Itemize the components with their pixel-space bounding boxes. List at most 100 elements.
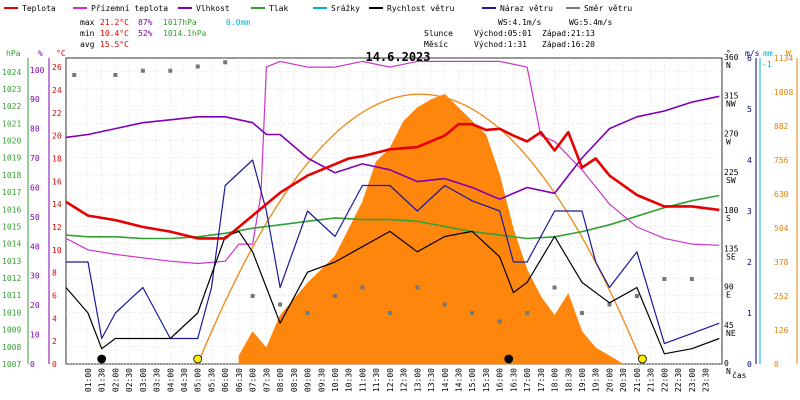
axis-time-tick-41: 21:00 — [633, 368, 642, 392]
wind-dir-point-8 — [278, 302, 283, 307]
axis-pct-tick-4: 70 — [30, 154, 40, 163]
axis-wind-tick-4: 3 — [747, 207, 752, 216]
axis-time-tick-11: 06:00 — [221, 368, 230, 392]
info-sunset: Západ:21:13 — [542, 29, 595, 38]
axis-dir-tick-9: 0 — [724, 359, 729, 368]
axis-time-tick-44: 22:30 — [674, 368, 683, 392]
axis-hpa-tick-4: 1021 — [2, 119, 21, 128]
axis-time-tick-38: 19:30 — [592, 368, 601, 392]
axis-time-tick-32: 16:30 — [509, 368, 518, 392]
info-sunrise: Východ:05:01 — [474, 29, 532, 38]
wind-dir-point-6 — [223, 60, 228, 65]
axis-dir-compass-9: N — [726, 367, 731, 376]
axis-rain-tick-1: -1 — [762, 60, 772, 69]
stat-rain: 0.0mm — [226, 18, 250, 27]
axis-hpa-tick-16: 1009 — [2, 326, 21, 335]
wind-dir-point-15 — [470, 311, 475, 315]
axis-wind-unit: m/s — [745, 49, 760, 58]
axis-pct-tick-11: 0 — [30, 360, 35, 369]
axis-time-tick-15: 08:00 — [276, 368, 285, 392]
axis-time-tick-13: 07:00 — [249, 368, 258, 392]
axis-dir-tick-1: 360 — [724, 53, 739, 62]
axis-hpa-tick-3: 1022 — [2, 102, 21, 111]
axis-dir-tick-6: 135 — [724, 244, 739, 253]
axis-time-tick-42: 21:30 — [647, 368, 656, 392]
axis-temp-tick-10: 8 — [52, 269, 57, 278]
axis-time-tick-25: 13:00 — [413, 368, 422, 392]
axis-time-tick-18: 09:30 — [317, 368, 326, 392]
wind-dir-point-14 — [442, 302, 447, 307]
axis-dir-tick-8: 45 — [724, 321, 734, 330]
stat-min-humidity: 52% — [138, 29, 153, 38]
axis-time-tick-17: 09:00 — [304, 368, 313, 392]
axis-time-tick-21: 11:00 — [358, 368, 367, 392]
stat-min-label: min — [80, 29, 95, 38]
axis-hpa-tick-6: 1019 — [2, 154, 21, 163]
axis-time-tick-30: 15:30 — [482, 368, 491, 392]
axis-time-tick-2: 01:30 — [98, 368, 107, 392]
stat-avg-temp: 15.5°C — [100, 40, 129, 49]
axis-dir-tick-2: 315 — [724, 91, 739, 100]
axis-pct-tick-2: 90 — [30, 95, 40, 104]
info-wind-gust: WG:5.4m/s — [569, 18, 613, 27]
wind-dir-point-9 — [305, 311, 310, 315]
axis-hpa-tick-9: 1016 — [2, 205, 21, 214]
axis-hpa-tick-8: 1017 — [2, 188, 21, 197]
axis-wind-tick-1: 6 — [747, 54, 752, 63]
axis-wind-tick-2: 5 — [747, 105, 752, 114]
stat-avg-label: avg — [80, 40, 95, 49]
axis-time-tick-27: 14:00 — [441, 368, 450, 392]
wind-dir-point-23 — [689, 277, 694, 281]
series-line-p-zemn-teplota — [65, 60, 720, 265]
axis-temp-tick-12: 4 — [52, 314, 57, 323]
legend-label-4: Tlak — [269, 4, 288, 13]
axis-time-tick-37: 19:00 — [578, 368, 587, 392]
axis-time-tick-34: 17:30 — [537, 368, 546, 392]
sun-moon-markers — [97, 354, 647, 364]
axis-dir-compass-3: W — [726, 138, 731, 147]
axis-solar-tick-9: 126 — [774, 326, 789, 335]
axis-time-tick-39: 20:00 — [605, 368, 614, 392]
info-moonrise: Východ:1:31 — [474, 40, 527, 49]
axis-hpa-tick-18: 1007 — [2, 360, 21, 369]
axis-solar-tick-3: 882 — [774, 122, 789, 131]
stat-min-pressure: 1014.1hPa — [163, 29, 207, 38]
axis-temp-tick-9: 10 — [52, 246, 62, 255]
info-wind-speed: WS:4.1m/s — [498, 18, 542, 27]
axis-time-tick-7: 04:00 — [166, 368, 175, 392]
axis-solar-unit: W — [786, 49, 791, 58]
axis-dir-tick-4: 225 — [724, 168, 739, 177]
axis-time-tick-5: 03:00 — [139, 368, 148, 392]
axis-time-tick-19: 10:00 — [331, 368, 340, 392]
axis-dir-compass-1: N — [726, 61, 731, 70]
axis-dir-compass-2: NW — [726, 99, 736, 108]
axis-temp-tick-1: 26 — [52, 63, 62, 72]
axis-wind-tick-6: 1 — [747, 309, 752, 318]
axis-pct-tick-10: 10 — [30, 331, 40, 340]
axis-temp-tick-5: 18 — [52, 154, 62, 163]
axis-solar-tick-6: 504 — [774, 224, 789, 233]
axis-rain-unit: mm — [763, 49, 773, 58]
stat-max-label: max — [80, 18, 95, 27]
axis-time-tick-10: 05:30 — [207, 368, 216, 392]
marker-moonset — [504, 354, 514, 364]
axis-dir-unit: ° — [726, 49, 731, 58]
axis-solar-tick-4: 756 — [774, 156, 789, 165]
axis-hpa-tick-13: 1012 — [2, 274, 21, 283]
axis-time-tick-3: 02:00 — [111, 368, 120, 392]
wind-dir-point-12 — [387, 311, 392, 315]
marker-moonrise — [97, 354, 107, 364]
sun-path-arc — [197, 93, 644, 365]
wind-dir-point-7 — [250, 294, 255, 298]
stat-max-pressure: 1017hPa — [163, 18, 197, 27]
series-line-vlhkost — [65, 95, 720, 200]
wind-dir-point-19 — [580, 311, 585, 315]
axis-wind-tick-3: 4 — [747, 156, 752, 165]
axis-pct-tick-7: 40 — [30, 242, 40, 251]
axis-solar-tick-10: 0 — [774, 360, 779, 369]
info-moonset: Západ:16:20 — [542, 40, 595, 49]
axis-time-tick-1: 01:00 — [84, 368, 93, 392]
axis-pct-tick-5: 60 — [30, 183, 40, 192]
legend-label-3: Vlhkost — [196, 4, 230, 13]
